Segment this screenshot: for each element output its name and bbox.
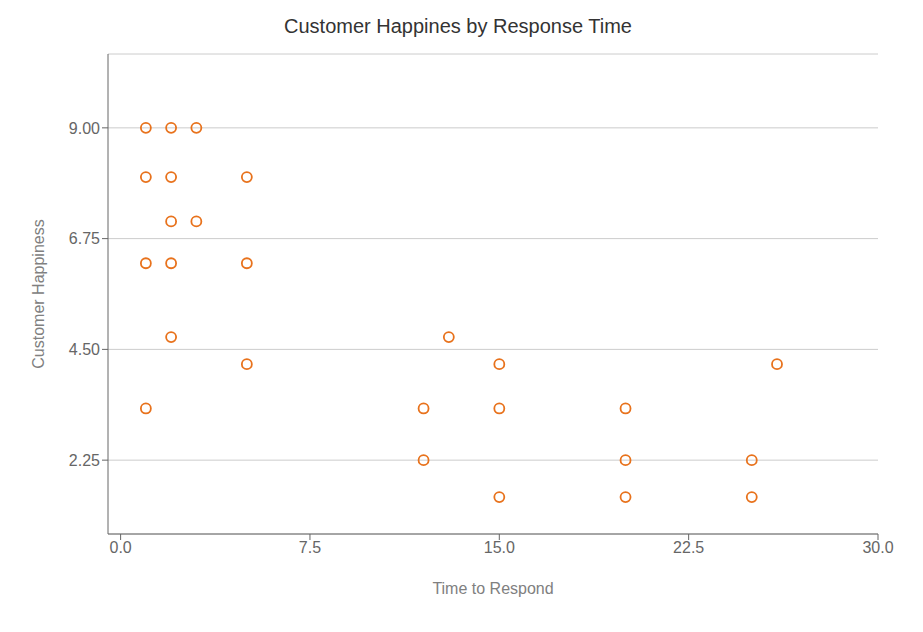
svg-text:Time to Respond: Time to Respond <box>432 580 553 597</box>
svg-text:22.5: 22.5 <box>673 539 704 556</box>
svg-text:9.00: 9.00 <box>69 120 100 137</box>
svg-text:6.75: 6.75 <box>69 230 100 247</box>
svg-text:7.5: 7.5 <box>299 539 321 556</box>
svg-text:4.50: 4.50 <box>69 341 100 358</box>
svg-text:0.0: 0.0 <box>109 539 131 556</box>
svg-text:2.25: 2.25 <box>69 452 100 469</box>
svg-text:30.0: 30.0 <box>862 539 893 556</box>
svg-text:15.0: 15.0 <box>484 539 515 556</box>
svg-text:Customer Happiness: Customer Happiness <box>30 219 47 368</box>
html-text:Customer Happines by Response: Customer Happines by Response Time <box>284 15 632 37</box>
